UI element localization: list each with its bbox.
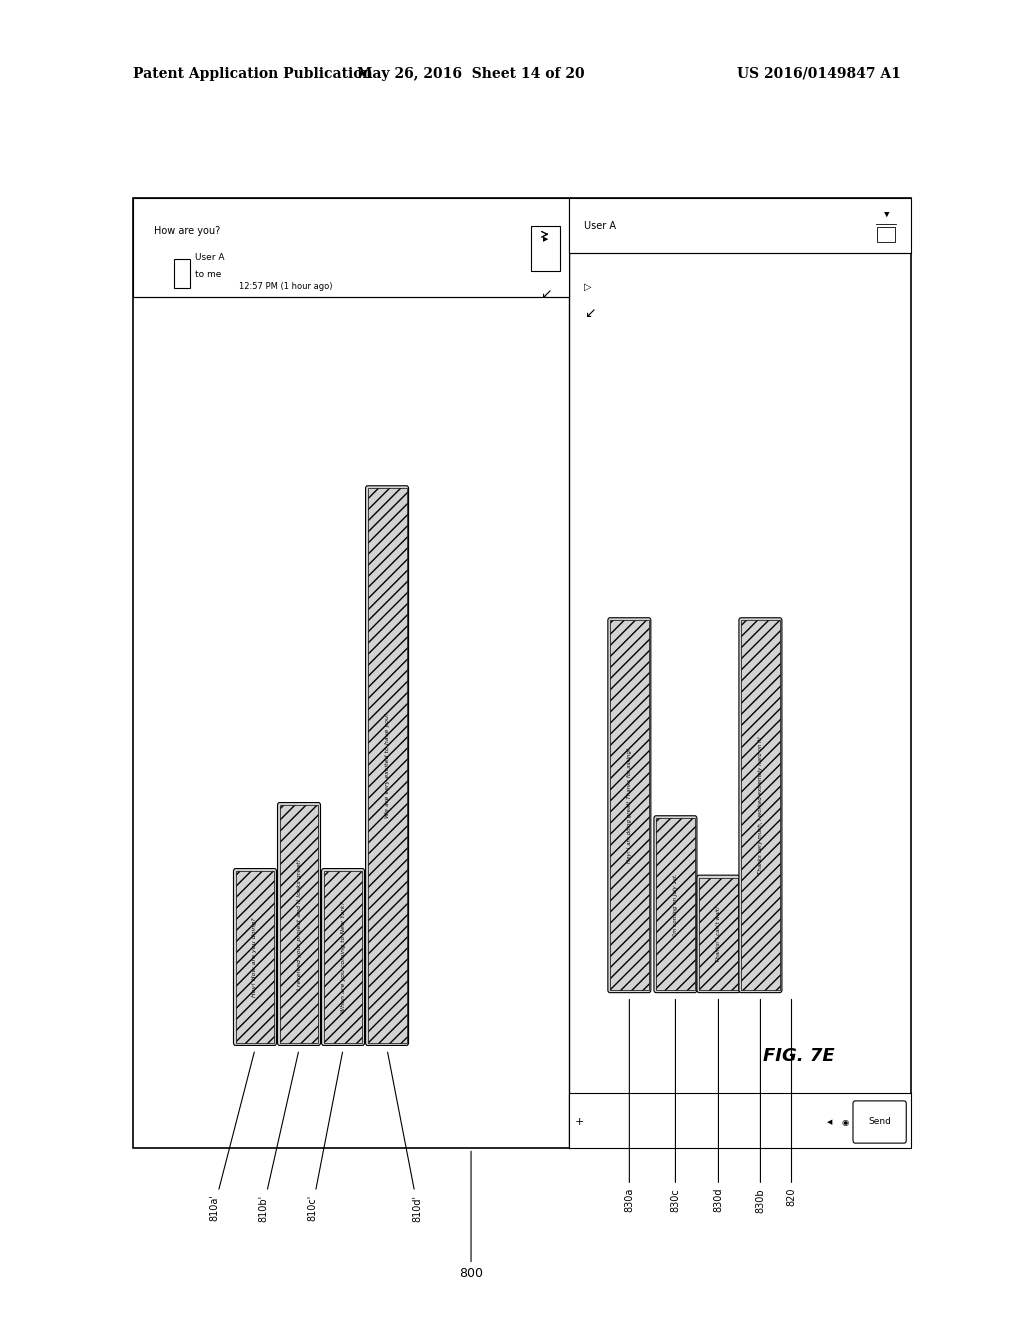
FancyBboxPatch shape [278,803,321,1045]
Text: to me: to me [195,271,221,279]
Text: User A: User A [195,253,224,261]
Text: Send: Send [868,1118,891,1126]
Bar [741,620,780,990]
Bar [656,818,695,990]
Text: Hey! I am doing great! Thanks for asking!: Hey! I am doing great! Thanks for asking… [627,747,632,863]
Text: I received your project and it looks great!: I received your project and it looks gre… [297,858,301,990]
FancyBboxPatch shape [654,816,697,993]
Text: 830b: 830b [756,999,765,1213]
Text: Thanks! I can't wait!: Thanks! I can't wait! [716,906,721,962]
FancyBboxPatch shape [322,869,365,1045]
Bar [569,1093,911,1148]
FancyBboxPatch shape [697,875,740,993]
Text: 810d': 810d' [388,1052,423,1221]
Bar [324,871,362,1043]
Text: We are very excited to have you!: We are very excited to have you! [385,713,389,818]
Bar [699,878,738,990]
Bar [569,198,911,253]
Text: Hey! How are you doing?: Hey! How are you doing? [253,917,257,997]
Bar [368,488,407,1043]
FancyBboxPatch shape [853,1101,906,1143]
Text: 830d: 830d [714,999,723,1213]
Text: US 2016/0149847 A1: US 2016/0149847 A1 [737,67,901,81]
Bar [280,805,318,1043]
Bar [236,871,274,1043]
FancyBboxPatch shape [366,486,409,1045]
Text: 810c': 810c' [307,1052,342,1221]
Bar [531,226,560,272]
Text: ◀: ◀ [826,1119,833,1125]
Text: ↙: ↙ [585,306,596,319]
Text: ◉: ◉ [841,1118,849,1126]
Text: May 26, 2016  Sheet 14 of 20: May 26, 2016 Sheet 14 of 20 [357,67,585,81]
Text: FIG. 7E: FIG. 7E [763,1047,835,1065]
FancyBboxPatch shape [739,618,782,993]
Text: 800: 800 [459,1151,483,1280]
Text: +: + [575,1117,585,1127]
Text: 810b': 810b' [258,1052,298,1222]
Text: How are you?: How are you? [154,226,220,236]
FancyBboxPatch shape [608,618,651,993]
Text: 830c: 830c [671,999,680,1212]
Text: ▶: ▶ [543,236,548,243]
Text: ↙: ↙ [540,286,551,301]
Text: When are you coming to New York?: When are you coming to New York? [341,902,345,1012]
FancyBboxPatch shape [233,869,276,1045]
Text: 810a': 810a' [209,1052,254,1221]
Text: Thanks very much, I worked extremely hard on it!: Thanks very much, I worked extremely har… [758,737,763,874]
Bar [877,227,895,242]
Text: ▷: ▷ [585,281,592,292]
Text: 12:57 PM (1 hour ago): 12:57 PM (1 hour ago) [239,282,333,290]
Bar [610,620,649,990]
Text: 820: 820 [786,999,797,1206]
Text: Patent Application Publication: Patent Application Publication [133,67,373,81]
Bar [174,259,190,288]
Text: ▶: ▶ [883,211,889,216]
Text: 830a: 830a [625,999,634,1212]
Bar [133,198,569,297]
Text: User A: User A [585,220,616,231]
Bar [133,198,911,1148]
Text: I'm coming on July 1st.: I'm coming on July 1st. [673,873,678,936]
